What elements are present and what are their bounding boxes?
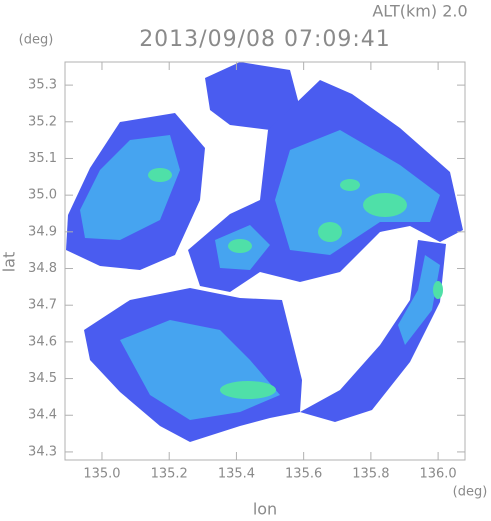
- x-tick-label: 135.2: [151, 467, 188, 482]
- x-unit: (deg): [453, 485, 488, 500]
- x-tick-label: 135.6: [285, 467, 322, 482]
- y-tick-label: 34.7: [28, 298, 57, 313]
- plot-frame: [64, 61, 466, 461]
- x-tick-label: 136.0: [419, 467, 456, 482]
- y-tick-label: 35.2: [28, 114, 57, 129]
- y-tick-label: 35.0: [28, 188, 57, 203]
- y-tick-label: 34.3: [28, 444, 57, 459]
- x-tick-label: 135.4: [218, 467, 255, 482]
- y-tick-label: 34.9: [28, 224, 57, 239]
- y-axis-label: lat: [0, 252, 19, 273]
- y-unit: (deg): [19, 33, 54, 48]
- x-tick-label: 135.8: [352, 467, 389, 482]
- x-tick-label: 135.0: [83, 467, 120, 482]
- y-tick-label: 35.3: [28, 78, 57, 93]
- y-tick-label: 34.5: [28, 371, 57, 386]
- x-axis-label: lon: [253, 500, 277, 519]
- y-tick-label: 35.1: [28, 151, 57, 166]
- chart-title: 2013/09/08 07:09:41: [139, 27, 391, 52]
- y-tick-label: 34.8: [28, 261, 57, 276]
- chart-subtitle: ALT(km) 2.0: [372, 2, 467, 21]
- y-tick-label: 34.4: [28, 408, 57, 423]
- y-tick-label: 34.6: [28, 334, 57, 349]
- radar-echo: [66, 62, 463, 442]
